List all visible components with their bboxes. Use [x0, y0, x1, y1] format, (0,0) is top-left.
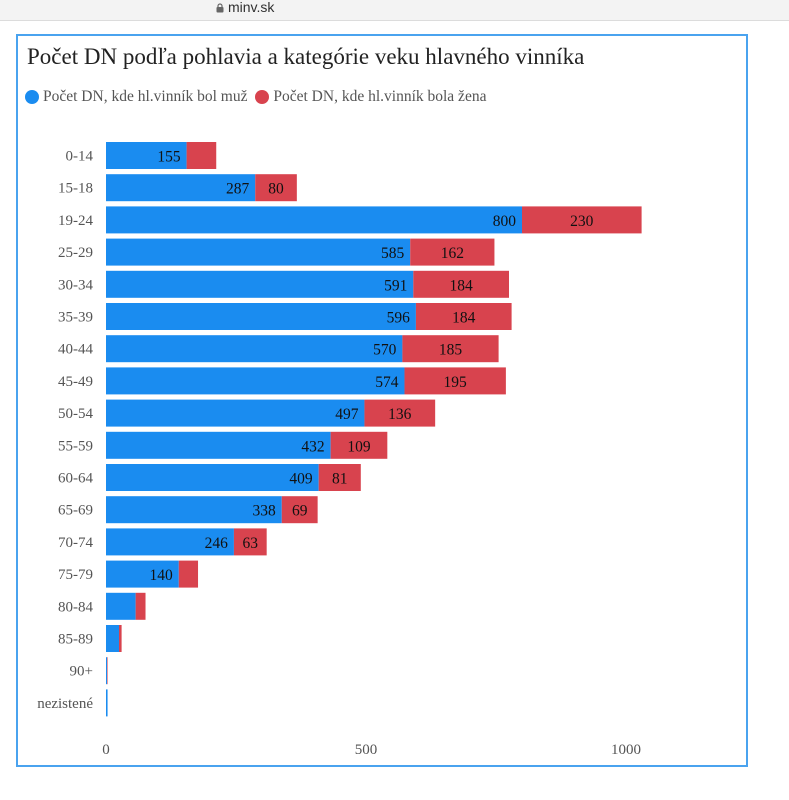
bar-women: [415, 303, 512, 330]
data-label-women: 109: [347, 438, 371, 455]
category-label: 19-24: [58, 213, 93, 229]
bar-men: [106, 303, 416, 330]
bar-women: [135, 592, 146, 620]
data-label-men: 287: [226, 181, 250, 198]
legend-swatch-men: [25, 90, 39, 104]
bar-women: [281, 496, 318, 524]
bar-men: [106, 335, 403, 363]
url-label: minv.sk: [228, 0, 275, 15]
legend-label-men: Počet DN, kde hl.vinník bol muž: [43, 88, 248, 105]
data-label-women: 136: [388, 406, 412, 423]
data-label-men: 432: [301, 438, 324, 455]
bar-men: [106, 625, 119, 652]
data-label-women: 185: [439, 342, 463, 359]
bar-men: [106, 592, 136, 620]
bar-women: [318, 464, 361, 491]
category-label: 75-79: [58, 567, 93, 583]
lock-icon: [216, 3, 224, 13]
legend-swatch-women: [255, 90, 270, 104]
data-label-men: 497: [335, 406, 359, 423]
category-label: 50-54: [58, 406, 93, 422]
bar-men: [106, 657, 108, 685]
bar-men: [106, 270, 414, 298]
bar-men: [106, 496, 282, 524]
data-label-men: 591: [384, 277, 407, 294]
data-label-men: 338: [253, 503, 277, 520]
category-label: 80-84: [58, 599, 93, 615]
bar-women: [186, 142, 217, 169]
x-tick-label: 1000: [611, 742, 641, 758]
bar-women: [178, 560, 199, 588]
category-label: 45-49: [58, 374, 93, 390]
bar-women: [404, 367, 506, 395]
bar-women: [522, 206, 642, 234]
bar-women: [119, 625, 122, 652]
data-label-women: 230: [570, 213, 594, 230]
data-label-women: 195: [444, 374, 468, 391]
bar-men: [106, 142, 187, 169]
category-label: 55-59: [58, 438, 93, 454]
data-label-men: 246: [205, 535, 229, 552]
url-text[interactable]: minv.sk: [216, 0, 274, 16]
legend-label-women: Počet DN, kde hl.vinník bola žena: [273, 88, 487, 105]
bar-chart: 0-14 155 15-18 287 80 19-24 800 230 25-29 585 162 3…: [37, 142, 642, 758]
bar-men: [106, 174, 256, 202]
category-label: 30-34: [58, 277, 93, 293]
data-label-women: 80: [268, 181, 284, 198]
category-label: 60-64: [58, 471, 93, 487]
bar-women: [410, 238, 495, 266]
bar-men: [106, 431, 331, 459]
category-label: 25-29: [58, 245, 93, 261]
category-label: 35-39: [58, 310, 93, 326]
category-label: 65-69: [58, 503, 93, 519]
data-label-women: 162: [441, 245, 464, 262]
data-label-men: 570: [373, 342, 397, 359]
category-label: 0-14: [66, 149, 94, 165]
data-label-men: 800: [493, 213, 517, 230]
chart-legend: Počet DN, kde hl.vinník bol muž Počet DN…: [25, 88, 490, 109]
bar-men: [106, 464, 319, 491]
bar-women: [330, 431, 388, 459]
bar-women: [402, 335, 499, 363]
data-label-men: 585: [381, 245, 405, 262]
category-label: 70-74: [58, 535, 93, 551]
category-label: nezistené: [37, 696, 93, 712]
chart-title: Počet DN podľa pohlavia a kategórie veku…: [27, 44, 585, 69]
data-label-men: 409: [289, 471, 313, 488]
bar-women: [255, 174, 297, 202]
bar-men: [106, 560, 179, 588]
bar-women: [413, 270, 509, 298]
legend-item-women[interactable]: Počet DN, kde hl.vinník bola žena: [255, 88, 486, 106]
bar-women: [364, 399, 436, 427]
category-label: 90+: [70, 664, 93, 680]
category-label: 15-18: [58, 181, 93, 197]
data-label-women: 184: [452, 310, 476, 327]
x-tick-label: 0: [102, 742, 110, 758]
bar-women: [233, 528, 267, 556]
bar-men: [106, 528, 234, 556]
bar-men: [106, 206, 522, 234]
data-label-men: 140: [150, 567, 174, 584]
bar-men: [106, 399, 365, 427]
data-label-women: 81: [332, 471, 348, 488]
bar-men: [106, 367, 405, 395]
data-label-women: 184: [450, 277, 474, 294]
x-tick-label: 500: [355, 742, 378, 758]
browser-address-bar: minv.sk: [0, 0, 789, 21]
bar-women: [107, 657, 108, 685]
legend-item-men[interactable]: Počet DN, kde hl.vinník bol muž: [25, 88, 248, 106]
category-label: 40-44: [58, 342, 93, 358]
data-label-men: 574: [375, 374, 399, 391]
bar-men: [106, 238, 411, 266]
data-label-women: 63: [243, 535, 259, 552]
bar-men: [106, 689, 108, 717]
data-label-men: 155: [157, 149, 181, 166]
data-label-women: 69: [292, 503, 308, 520]
category-label: 85-89: [58, 632, 93, 648]
data-label-men: 596: [387, 310, 411, 327]
chart-card: Počet DN podľa pohlavia a kategórie veku…: [16, 34, 748, 767]
